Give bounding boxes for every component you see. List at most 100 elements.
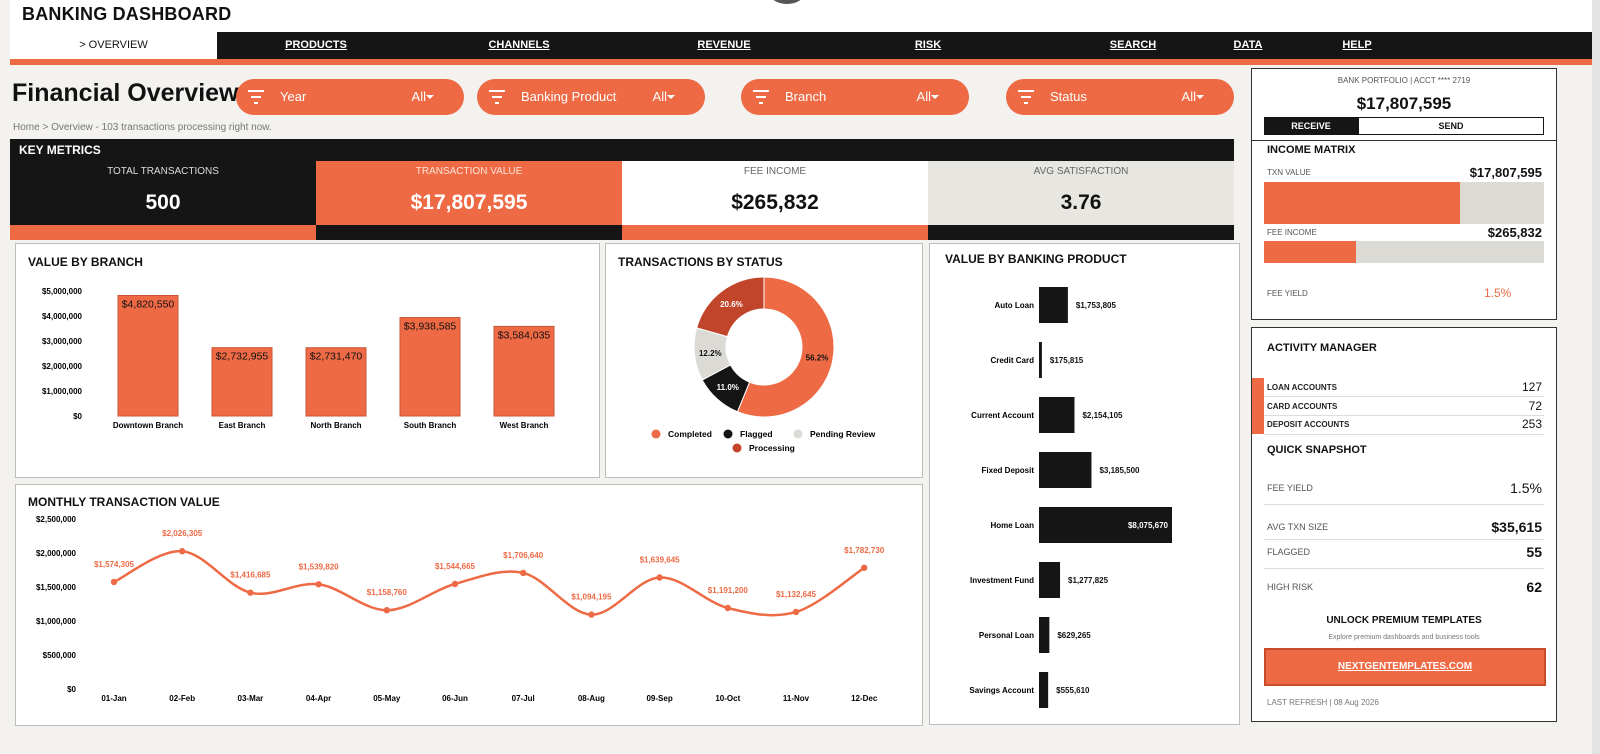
x-tick-label: South Branch (404, 421, 457, 430)
x-tick-label: East Branch (219, 421, 266, 430)
kpi-total-transactions: TOTAL TRANSACTIONS 500 (10, 161, 316, 225)
branch-bar-chart: $0 $1,000,000 $2,000,000 $3,000,000 $4,000,0… (42, 287, 555, 430)
tab-receive[interactable]: RECEIVE (1264, 117, 1358, 135)
bar (1039, 397, 1075, 433)
portfolio-header: BANK PORTFOLIO | ACCT **** 2719 (1337, 76, 1471, 85)
x-tick-label: 01-Jan (101, 694, 126, 703)
y-tick-label: $1,000,000 (36, 617, 77, 626)
data-label: $1,753,805 (1076, 301, 1117, 310)
kpi-avg-satisfaction: AVG SATISFACTION 3.76 (928, 161, 1234, 225)
data-label: $1,639,645 (640, 556, 681, 565)
filter-banking-product[interactable]: Banking Product All (477, 79, 705, 115)
bar (493, 325, 555, 417)
y-tick-label: $3,000,000 (42, 337, 83, 346)
kpi-value: 500 (145, 191, 181, 214)
activity-panel: ACTIVITY MANAGER LOAN ACCOUNTS 127 CARD … (1251, 327, 1557, 722)
fee-yield-value: 1.5% (1484, 286, 1512, 300)
bar (1039, 342, 1042, 378)
promo-title: UNLOCK PREMIUM TEMPLATES (1326, 615, 1482, 626)
nav-item-revenue[interactable]: REVENUE (697, 39, 751, 51)
filter-status[interactable]: Status All (1006, 79, 1234, 115)
nav-item-help[interactable]: HELP (1342, 39, 1372, 51)
y-tick-label: Auto Loan (994, 301, 1034, 310)
promo-link-button[interactable]: NEXTGENTEMPLATES.COM (1264, 648, 1546, 686)
kpi-value: $17,807,595 (410, 191, 528, 214)
app-title: BANKING DASHBOARD (22, 4, 232, 24)
divider (1264, 434, 1544, 435)
kpi-strip (316, 225, 622, 240)
data-point (179, 548, 186, 555)
y-tick-label: $1,000,000 (42, 387, 83, 396)
nav-item-channels[interactable]: CHANNELS (488, 39, 550, 51)
divider (1252, 140, 1556, 141)
nav-item-products[interactable]: PRODUCTS (285, 39, 347, 51)
income-bar-track (1264, 182, 1544, 224)
nav-item-risk[interactable]: RISK (914, 39, 942, 51)
panel-value-by-product: VALUE BY BANKING PRODUCT Auto Loan $1,753… (929, 243, 1240, 725)
kpi-strip (10, 225, 316, 240)
filter-value: All (652, 89, 667, 104)
breadcrumb: Home > Overview - 103 transactions proce… (13, 122, 272, 133)
data-point (792, 608, 800, 616)
legend-label: Processing (749, 443, 795, 453)
kpi-transaction-value: TRANSACTION VALUE $17,807,595 (316, 161, 622, 225)
y-tick-label: Investment Fund (970, 576, 1034, 585)
activity-row-label: DEPOSIT ACCOUNTS (1267, 420, 1350, 429)
kpi-strip (622, 225, 928, 240)
bar (117, 294, 179, 417)
y-tick-label: $2,500,000 (36, 515, 77, 524)
filter-year[interactable]: Year All (236, 79, 464, 115)
data-label: $2,154,105 (1082, 411, 1123, 420)
filter-branch[interactable]: Branch All (741, 79, 969, 115)
data-label: $1,277,825 (1068, 576, 1109, 585)
nav-accent-strip (10, 59, 1592, 65)
y-tick-label: $0 (73, 412, 82, 421)
x-tick-label: 06-Jun (442, 694, 468, 703)
bar (1039, 287, 1068, 323)
y-tick-label: $5,000,000 (42, 287, 83, 296)
snapshot-label: AVG TXN SIZE (1267, 522, 1329, 532)
data-label: 56.2% (806, 353, 829, 362)
chart-title: TRANSACTIONS BY STATUS (618, 255, 783, 269)
income-row-value: $17,807,595 (1469, 165, 1542, 180)
data-label: $1,158,760 (367, 588, 408, 597)
bar (1039, 507, 1172, 543)
x-tick-label: 12-Dec (851, 694, 878, 703)
data-label: 11.0% (717, 383, 739, 392)
data-point (247, 589, 254, 596)
donut-slice (736, 276, 835, 418)
nav-item-search[interactable]: SEARCH (1109, 39, 1157, 51)
bar (1039, 452, 1092, 488)
y-tick-label: Home Loan (990, 521, 1034, 530)
data-label: $629,265 (1057, 631, 1091, 640)
divider (1264, 415, 1544, 416)
y-tick-label: Savings Account (969, 686, 1034, 695)
income-bar-track (1264, 241, 1544, 263)
activity-row-label: LOAN ACCOUNTS (1267, 383, 1337, 392)
data-label: $4,820,550 (122, 298, 175, 310)
data-label: $1,132,645 (776, 590, 817, 599)
window-edge (1592, 0, 1600, 754)
snapshot-label: HIGH RISK (1267, 582, 1314, 592)
y-tick-label: $0 (67, 685, 76, 694)
promo-subtitle: Explore premium dashboards and business … (1328, 634, 1480, 641)
x-tick-label: 09-Sep (646, 694, 672, 703)
x-tick-label: Downtown Branch (113, 421, 183, 430)
divider (1264, 539, 1544, 540)
nav-item-overview[interactable]: > OVERVIEW (10, 32, 217, 59)
page-title: Financial Overview (12, 79, 239, 107)
nav-item-data[interactable]: DATA (1233, 39, 1263, 51)
snapshot-value: 1.5% (1510, 480, 1542, 496)
kpi-label: TOTAL TRANSACTIONS (107, 166, 219, 177)
legend-label: Completed (668, 429, 712, 439)
activity-row-value: 127 (1521, 380, 1542, 394)
activity-row-label: CARD ACCOUNTS (1267, 402, 1338, 411)
snapshot-title: QUICK SNAPSHOT (1267, 444, 1367, 456)
y-tick-label: $2,000,000 (36, 549, 77, 558)
y-tick-label: $4,000,000 (42, 312, 83, 321)
tab-send[interactable]: SEND (1358, 117, 1544, 135)
filter-value: All (916, 89, 931, 104)
activity-accent (1252, 378, 1264, 434)
data-point (724, 604, 731, 612)
data-point (315, 581, 322, 588)
